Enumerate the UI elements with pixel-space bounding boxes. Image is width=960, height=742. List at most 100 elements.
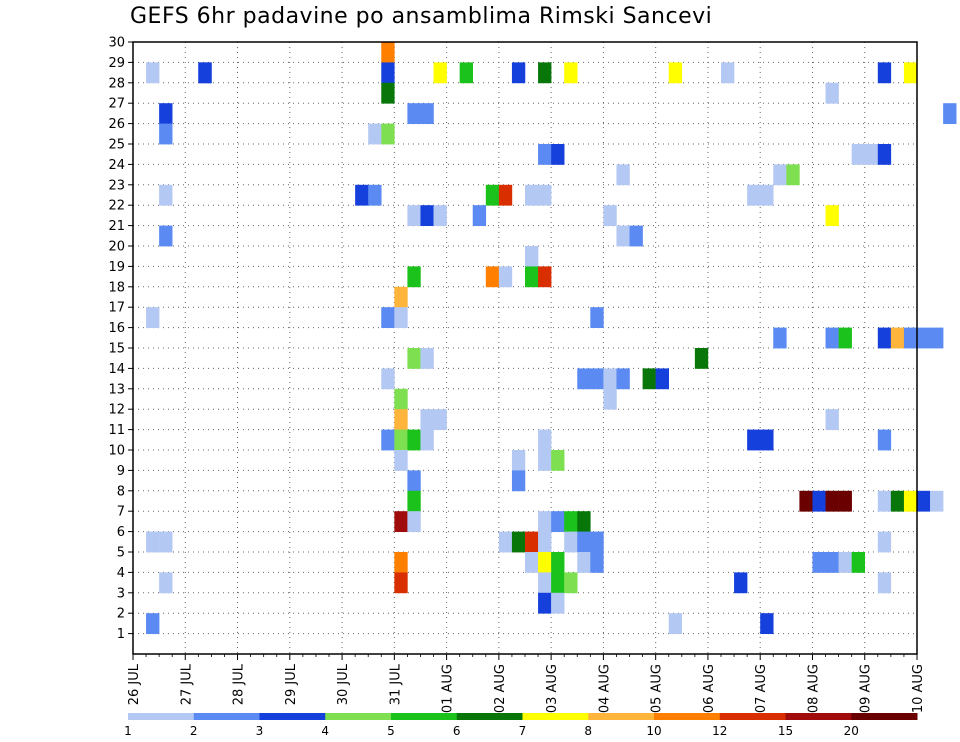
y-tick-label: 16 — [108, 321, 125, 336]
heatmap-cell — [525, 266, 539, 288]
heatmap-cell — [511, 531, 526, 553]
chart-title: GEFS 6hr padavine po ansamblima Rimski S… — [130, 4, 713, 29]
legend-label: 7 — [519, 724, 527, 738]
heatmap-cell — [825, 205, 839, 227]
heatmap-cell — [525, 184, 539, 206]
heatmap-cell — [538, 531, 552, 553]
heatmap-cell — [760, 429, 774, 451]
heatmap-cell — [459, 62, 473, 84]
heatmap-cell — [917, 490, 931, 512]
x-tick-label: 08 AUG — [806, 664, 821, 713]
legend-swatch — [719, 713, 786, 720]
heatmap-cell — [603, 388, 617, 410]
heatmap-cell — [407, 205, 421, 227]
y-tick-label: 15 — [108, 342, 125, 357]
heatmap-cell — [381, 307, 395, 329]
legend-label: 2 — [190, 724, 198, 738]
heatmap-cell — [538, 429, 552, 451]
heatmap-cell — [159, 184, 173, 206]
heatmap-cell — [485, 184, 500, 206]
x-tick-label: 07 AUG — [754, 664, 769, 713]
heatmap-cell — [407, 348, 421, 369]
heatmap-cell — [838, 490, 852, 512]
heatmap-cell — [407, 490, 421, 512]
x-tick-label: 10 AUG — [911, 664, 926, 713]
heatmap-cell — [368, 184, 382, 206]
x-tick-label: 27 JUL — [179, 663, 194, 705]
heatmap-cell — [394, 572, 408, 594]
legend-swatch — [456, 713, 523, 720]
legend-swatch — [325, 713, 392, 720]
heatmap-cell — [381, 62, 395, 84]
y-tick-label: 8 — [117, 484, 125, 499]
heatmap-cell — [629, 225, 643, 247]
heatmap-cell — [146, 531, 160, 553]
legend-label: 12 — [712, 724, 727, 738]
heatmap-cell — [538, 592, 552, 614]
y-tick-label: 20 — [108, 240, 125, 255]
heatmap-cell — [381, 123, 395, 145]
x-tick-label: 05 AUG — [650, 664, 665, 713]
heatmap-cell — [146, 307, 160, 329]
heatmap-cell — [407, 470, 421, 492]
legend-swatch — [391, 713, 458, 720]
y-tick-label: 3 — [117, 586, 125, 601]
legend-swatch — [522, 713, 589, 720]
heatmap-cell — [564, 531, 578, 553]
heatmap-cell — [903, 327, 918, 349]
heatmap-cell — [394, 409, 408, 431]
heatmap-cell — [877, 490, 892, 512]
heatmap-cell — [851, 552, 865, 573]
x-tick-label: 03 AUG — [545, 664, 560, 713]
legend-swatch — [851, 713, 918, 720]
heatmap-cell — [877, 327, 892, 349]
heatmap-cell — [590, 552, 604, 573]
heatmap-cell — [812, 490, 826, 512]
heatmap-cell — [890, 327, 905, 349]
heatmap-cell — [773, 327, 787, 349]
heatmap-cell — [551, 572, 565, 594]
y-tick-label: 7 — [117, 505, 125, 520]
y-tick-label: 1 — [117, 627, 125, 642]
y-tick-label: 25 — [108, 138, 125, 153]
x-tick-label: 09 AUG — [859, 664, 874, 713]
y-tick-label: 2 — [117, 607, 125, 622]
heatmap-cell — [577, 368, 591, 390]
y-tick-label: 18 — [108, 280, 125, 295]
heatmap-cell — [812, 552, 826, 573]
heatmap-cell — [538, 62, 552, 84]
heatmap-cell — [368, 123, 382, 145]
heatmap-cell — [420, 205, 434, 227]
heatmap-cell — [734, 572, 748, 594]
y-tick-label: 23 — [108, 178, 125, 193]
heatmap-cell — [903, 490, 918, 512]
heatmap-cell — [407, 429, 421, 451]
heatmap-cell — [825, 409, 839, 431]
heatmap-cell — [917, 327, 931, 349]
legend-label: 8 — [584, 724, 592, 738]
heatmap-cell — [642, 368, 656, 390]
legend-swatch — [654, 713, 721, 720]
y-tick-label: 6 — [117, 525, 125, 540]
heatmap-cell — [394, 552, 408, 573]
heatmap-cell — [381, 82, 395, 104]
heatmap-cell — [577, 531, 591, 553]
legend-swatch — [128, 713, 195, 720]
heatmap-cell — [498, 184, 513, 206]
heatmap-cell — [668, 62, 683, 84]
x-tick-label: 30 JUL — [336, 663, 351, 705]
y-tick-label: 10 — [108, 444, 125, 459]
heatmap-cell — [511, 450, 526, 471]
heatmap-cell — [851, 144, 865, 165]
heatmap-cell — [538, 511, 552, 533]
heatmap-cell — [420, 348, 434, 369]
y-tick-label: 29 — [108, 56, 125, 71]
legend-label: 15 — [778, 724, 793, 738]
heatmap-cell — [551, 592, 565, 614]
heatmap-cell — [198, 62, 212, 84]
heatmap-cell — [525, 531, 539, 553]
heatmap-cell — [511, 470, 526, 492]
heatmap-cell — [498, 531, 513, 553]
y-tick-label: 9 — [117, 464, 125, 479]
